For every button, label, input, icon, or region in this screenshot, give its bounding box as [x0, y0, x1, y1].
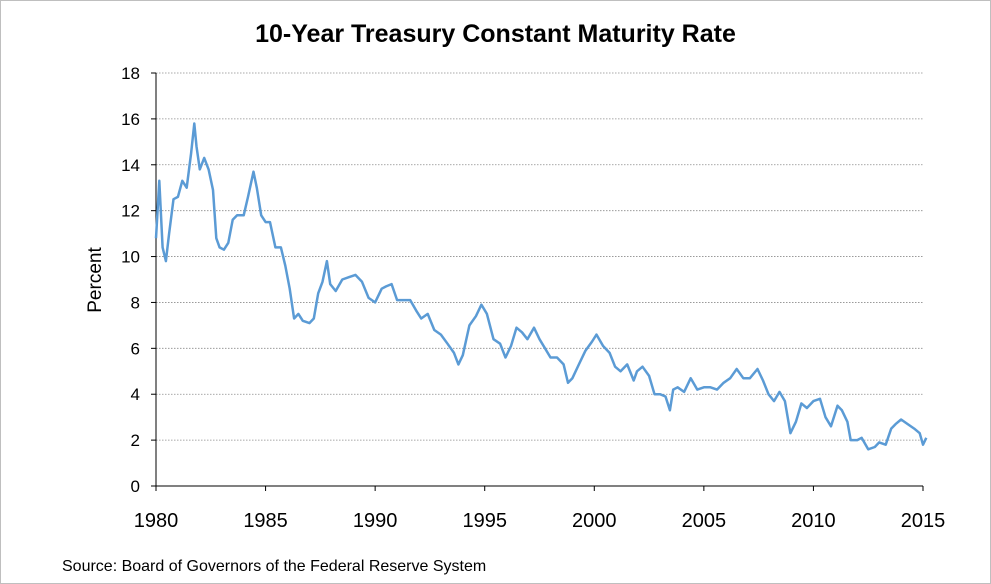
- y-tick-label: 8: [131, 293, 140, 312]
- x-tick-label: 2000: [572, 510, 617, 532]
- x-tick-label: 1985: [243, 510, 288, 532]
- series-line: [154, 122, 928, 451]
- y-tick-label: 14: [121, 156, 140, 175]
- x-tick-label: 1980: [134, 510, 179, 532]
- y-tick-label: 0: [131, 477, 140, 496]
- y-tick-label: 6: [131, 339, 140, 358]
- x-tick-label: 2015: [901, 510, 946, 532]
- y-tick-label: 10: [121, 248, 140, 267]
- chart-title: 10-Year Treasury Constant Maturity Rate: [255, 20, 736, 48]
- gridlines: [156, 72, 923, 441]
- y-tick-label: 12: [121, 202, 140, 221]
- x-tick-label: 2005: [682, 510, 727, 532]
- y-tick-label: 4: [131, 385, 140, 404]
- axes: [155, 73, 923, 487]
- x-tick-labels: 1980 1985 1990 1995 2000 2005 2010 2015: [134, 486, 946, 532]
- y-tick-label: 2: [131, 431, 140, 450]
- y-tick-label: 16: [121, 110, 140, 129]
- source-note: Source: Board of Governors of the Federa…: [62, 558, 487, 575]
- x-tick-label: 1990: [353, 510, 398, 532]
- x-tick-label: 2010: [791, 510, 836, 532]
- x-tick-label: 1995: [462, 510, 507, 532]
- y-tick-label: 18: [121, 64, 140, 83]
- y-tick-labels: 0 2 4 6 8 10 12 14 16 18: [121, 64, 156, 496]
